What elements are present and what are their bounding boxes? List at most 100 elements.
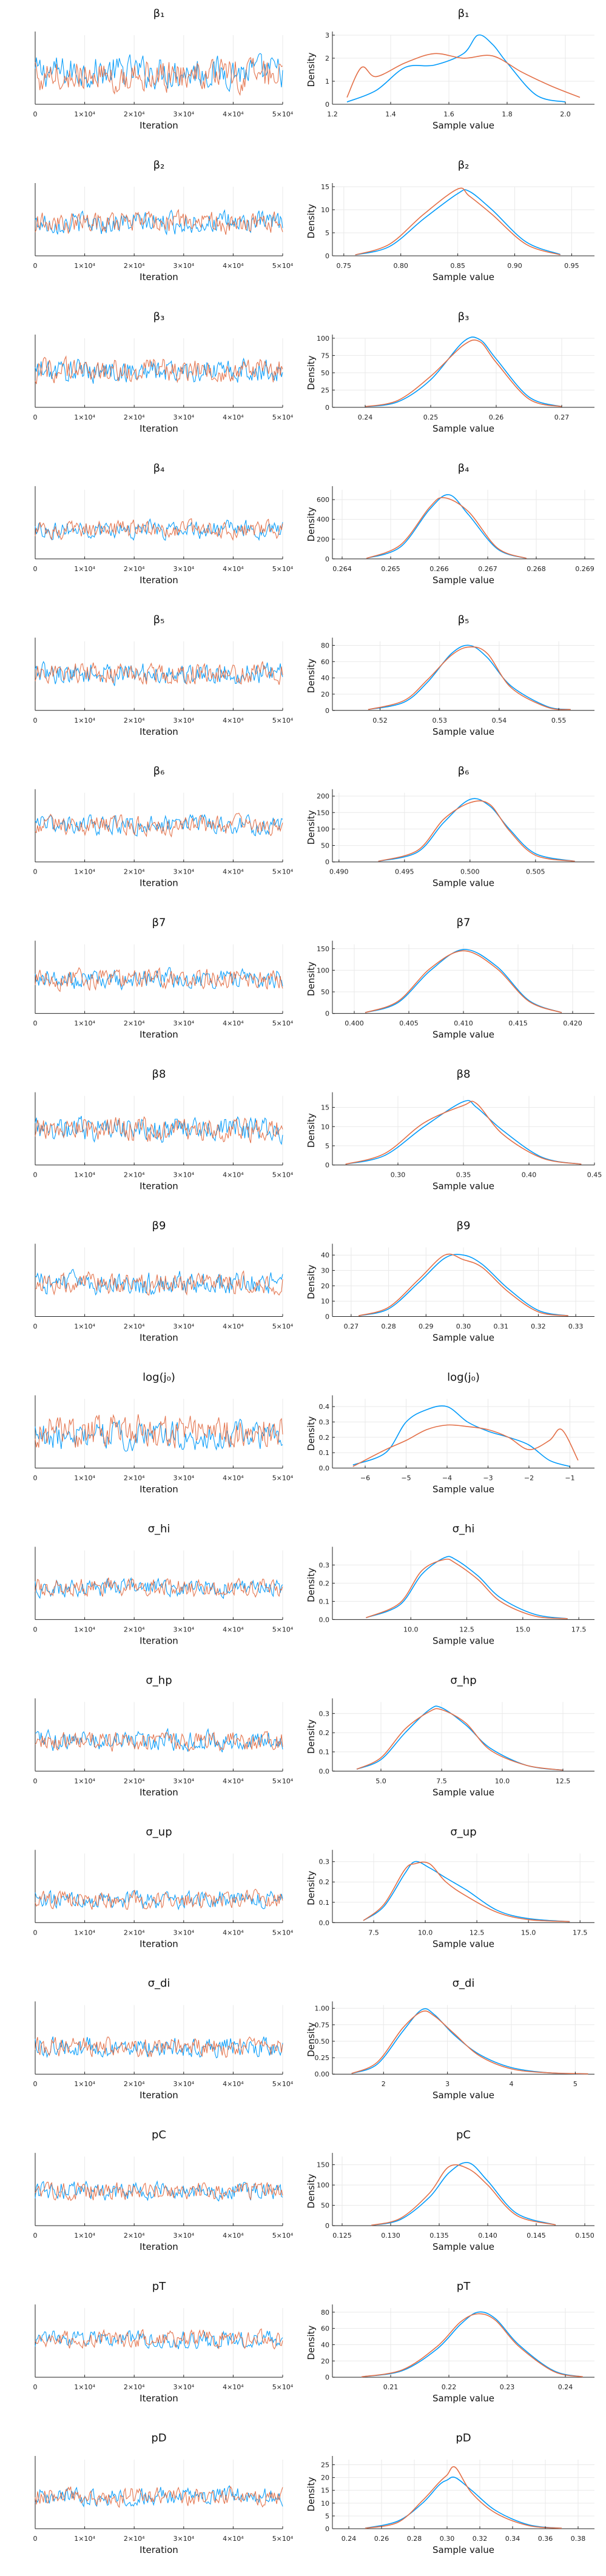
x-tick-label: 4×10⁴ <box>223 1625 244 1633</box>
x-axis-label: Sample value <box>433 272 494 283</box>
density-plot: pD 0.24 0.26 0.28 0.30 0.32 0.34 0.36 0.38 0 5 10 15… <box>306 2432 594 2555</box>
trace-series-2 <box>35 2486 283 2508</box>
y-tick-label: 0.3 <box>319 1710 330 1718</box>
x-tick-label: 3×10⁴ <box>173 262 194 270</box>
y-tick-label: 50 <box>321 842 329 850</box>
x-tick-label: 0.26 <box>374 2535 389 2543</box>
panel-title: pD <box>456 2432 471 2444</box>
y-tick-label: 40 <box>321 674 329 682</box>
x-tick-label: 1×10⁴ <box>74 868 95 876</box>
x-tick-label: 1×10⁴ <box>74 1474 95 1482</box>
panel-title: σ_up <box>146 1825 172 1838</box>
y-tick-label: 400 <box>317 516 329 524</box>
trace-plot: β₂ 0 1×10⁴ 2×10⁴ 3×10⁴ 4×10⁴ 5×10⁴ Iteration <box>33 159 294 283</box>
panel-title: pC <box>152 2129 166 2141</box>
y-tick-label: 0.1 <box>319 1899 330 1907</box>
x-tick-label: 0 <box>33 2080 38 2088</box>
x-tick-label: 0.31 <box>493 1323 508 1331</box>
y-tick-label: 150 <box>317 945 329 953</box>
x-tick-label: 0.25 <box>423 413 439 421</box>
y-tick-label: 600 <box>317 496 329 504</box>
y-tick-label: 10 <box>321 1123 329 1131</box>
density-series-2 <box>355 187 561 256</box>
x-tick-label: 10.0 <box>418 1929 433 1936</box>
y-tick-label: 1.00 <box>315 2005 330 2013</box>
trace-series-2 <box>35 209 283 235</box>
trace-series-1 <box>35 2036 283 2059</box>
trace-series-2 <box>35 355 283 384</box>
trace-plot: pD 0 1×10⁴ 2×10⁴ 3×10⁴ 4×10⁴ 5×10⁴ Iteration <box>33 2432 294 2555</box>
x-tick-label: 5×10⁴ <box>272 413 294 421</box>
x-tick-label: 0.269 <box>575 565 594 573</box>
x-tick-label: 7.5 <box>436 1777 447 1785</box>
trace-series-1 <box>35 967 283 991</box>
y-tick-label: 3 <box>325 32 329 39</box>
trace-series-2 <box>35 518 283 541</box>
density-plot: β₃ 0.24 0.25 0.26 0.27 0 25 50 75 100 Sample value… <box>306 310 594 434</box>
x-tick-label: 3×10⁴ <box>173 717 194 724</box>
x-tick-label: 2×10⁴ <box>124 2383 145 2391</box>
y-tick-label: 10 <box>321 206 329 214</box>
density-plot: pC 0.125 0.130 0.135 0.140 0.145 0.150 0 50 100 15… <box>306 2129 594 2252</box>
x-tick-label: 17.5 <box>571 1625 587 1633</box>
x-tick-label: 0.27 <box>344 1323 359 1331</box>
density-series-2 <box>365 339 562 407</box>
panel-title: β₄ <box>153 462 165 475</box>
y-tick-label: 0.75 <box>315 2021 330 2029</box>
x-tick-label: 0.80 <box>393 262 408 270</box>
y-axis-label: Density <box>306 1416 317 1451</box>
trace-plot: σ_hp 0 1×10⁴ 2×10⁴ 3×10⁴ 4×10⁴ 5×10⁴ Iteration <box>33 1674 294 1798</box>
x-tick-label: 0.505 <box>526 868 545 876</box>
density-series-1 <box>356 1705 564 1771</box>
x-axis-label: Iteration <box>140 726 178 737</box>
y-axis-label: Density <box>306 1113 317 1148</box>
y-tick-label: 80 <box>321 2309 329 2317</box>
y-tick-label: 100 <box>317 2181 329 2189</box>
density-plot: β8 0.30 0.35 0.40 0.45 0 5 10 15 Sample value Dens… <box>306 1068 602 1192</box>
y-axis-label: Density <box>306 2325 317 2360</box>
x-tick-label: 3×10⁴ <box>173 1625 194 1633</box>
y-tick-label: 100 <box>317 966 329 974</box>
x-tick-label: 2×10⁴ <box>124 717 145 724</box>
x-axis-label: Sample value <box>433 1029 494 1040</box>
y-tick-label: 0 <box>325 555 329 563</box>
trace-plot: β₅ 0 1×10⁴ 2×10⁴ 3×10⁴ 4×10⁴ 5×10⁴ Iteration <box>33 614 294 737</box>
trace-series-1 <box>35 814 283 837</box>
density-series-1 <box>365 2476 562 2529</box>
y-tick-label: 15 <box>321 2487 329 2495</box>
trace-series-1 <box>35 1727 283 1753</box>
trace-series-2 <box>35 1270 283 1296</box>
x-tick-label: 0.52 <box>372 717 388 724</box>
x-tick-label: 0 <box>33 1625 38 1633</box>
trace-plot: pC 0 1×10⁴ 2×10⁴ 3×10⁴ 4×10⁴ 5×10⁴ Iteration <box>33 2129 294 2252</box>
x-tick-label: 3×10⁴ <box>173 1474 194 1482</box>
x-tick-label: 5×10⁴ <box>272 565 294 573</box>
x-tick-label: 1×10⁴ <box>74 1625 95 1633</box>
x-tick-label: 1×10⁴ <box>74 1929 95 1936</box>
y-tick-label: 0.0 <box>319 1767 330 1775</box>
density-series-2 <box>378 800 575 862</box>
x-tick-label: 2×10⁴ <box>124 2535 145 2543</box>
x-axis-label: Sample value <box>433 1635 494 1646</box>
panel-title: β₁ <box>458 7 470 20</box>
y-tick-label: 50 <box>321 2202 329 2210</box>
y-axis-label: Density <box>306 1568 317 1602</box>
x-axis-label: Iteration <box>140 272 178 283</box>
x-axis-label: Iteration <box>140 2544 178 2555</box>
x-tick-label: 0 <box>33 1171 38 1179</box>
x-tick-label: 0.135 <box>429 2232 449 2240</box>
x-axis-label: Iteration <box>140 423 178 434</box>
x-tick-label: 0.21 <box>383 2383 399 2391</box>
x-tick-label: 0.28 <box>407 2535 422 2543</box>
y-tick-label: 0.1 <box>319 1597 330 1605</box>
trace-series-1 <box>35 518 283 541</box>
x-tick-label: 2.0 <box>560 110 571 118</box>
x-tick-label: 0 <box>33 1929 38 1936</box>
x-tick-label: 0 <box>33 1474 38 1482</box>
trace-series-2 <box>35 2036 283 2058</box>
x-tick-label: 12.5 <box>556 1777 571 1785</box>
panel-title: log(j₀) <box>143 1371 175 1383</box>
y-tick-label: 0.00 <box>315 2070 330 2078</box>
y-tick-label: 50 <box>321 369 329 377</box>
panel-title: β₃ <box>153 310 165 323</box>
